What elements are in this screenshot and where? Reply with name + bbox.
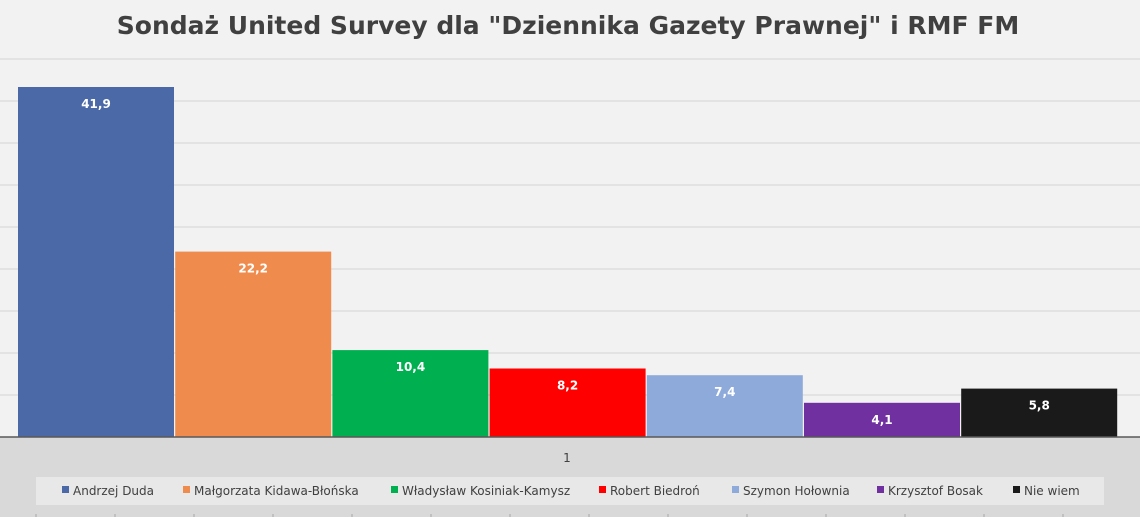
bars: 41,9 22,2 10,4 8,2 7,4 4,1 5,8 bbox=[18, 87, 1118, 437]
legend-label: Andrzej Duda bbox=[73, 484, 154, 498]
legend-swatch bbox=[62, 486, 69, 493]
data-label: 8,2 bbox=[557, 379, 578, 393]
data-label: 4,1 bbox=[871, 413, 892, 427]
legend-box bbox=[36, 477, 1104, 505]
legend-swatch bbox=[1013, 486, 1020, 493]
bar bbox=[646, 375, 803, 437]
legend-label: Krzysztof Bosak bbox=[888, 484, 983, 498]
legend-label: Władysław Kosiniak-Kamysz bbox=[402, 484, 570, 498]
bar bbox=[18, 87, 174, 437]
legend-label: Nie wiem bbox=[1024, 484, 1080, 498]
legend-label: Robert Biedroń bbox=[610, 484, 700, 498]
legend-label: Małgorzata Kidawa-Błońska bbox=[194, 484, 359, 498]
legend-label: Szymon Hołownia bbox=[743, 484, 850, 498]
legend-swatch bbox=[732, 486, 739, 493]
bar bbox=[804, 402, 960, 437]
data-label: 7,4 bbox=[714, 385, 735, 399]
bar bbox=[961, 388, 1118, 437]
bar bbox=[332, 350, 489, 437]
data-label: 22,2 bbox=[238, 262, 268, 276]
data-label: 5,8 bbox=[1029, 399, 1050, 413]
legend-swatch bbox=[183, 486, 190, 493]
bar bbox=[489, 368, 646, 437]
category-label: 1 bbox=[563, 451, 571, 465]
legend-swatch bbox=[391, 486, 398, 493]
bar bbox=[175, 251, 332, 437]
data-label: 41,9 bbox=[81, 97, 111, 111]
chart-title: Sondaż United Survey dla "Dziennika Gaze… bbox=[117, 11, 1019, 40]
legend: Andrzej Duda Małgorzata Kidawa-Błońska Wła… bbox=[62, 484, 1080, 498]
legend-swatch bbox=[877, 486, 884, 493]
legend-swatch bbox=[599, 486, 606, 493]
data-label: 10,4 bbox=[396, 360, 426, 374]
